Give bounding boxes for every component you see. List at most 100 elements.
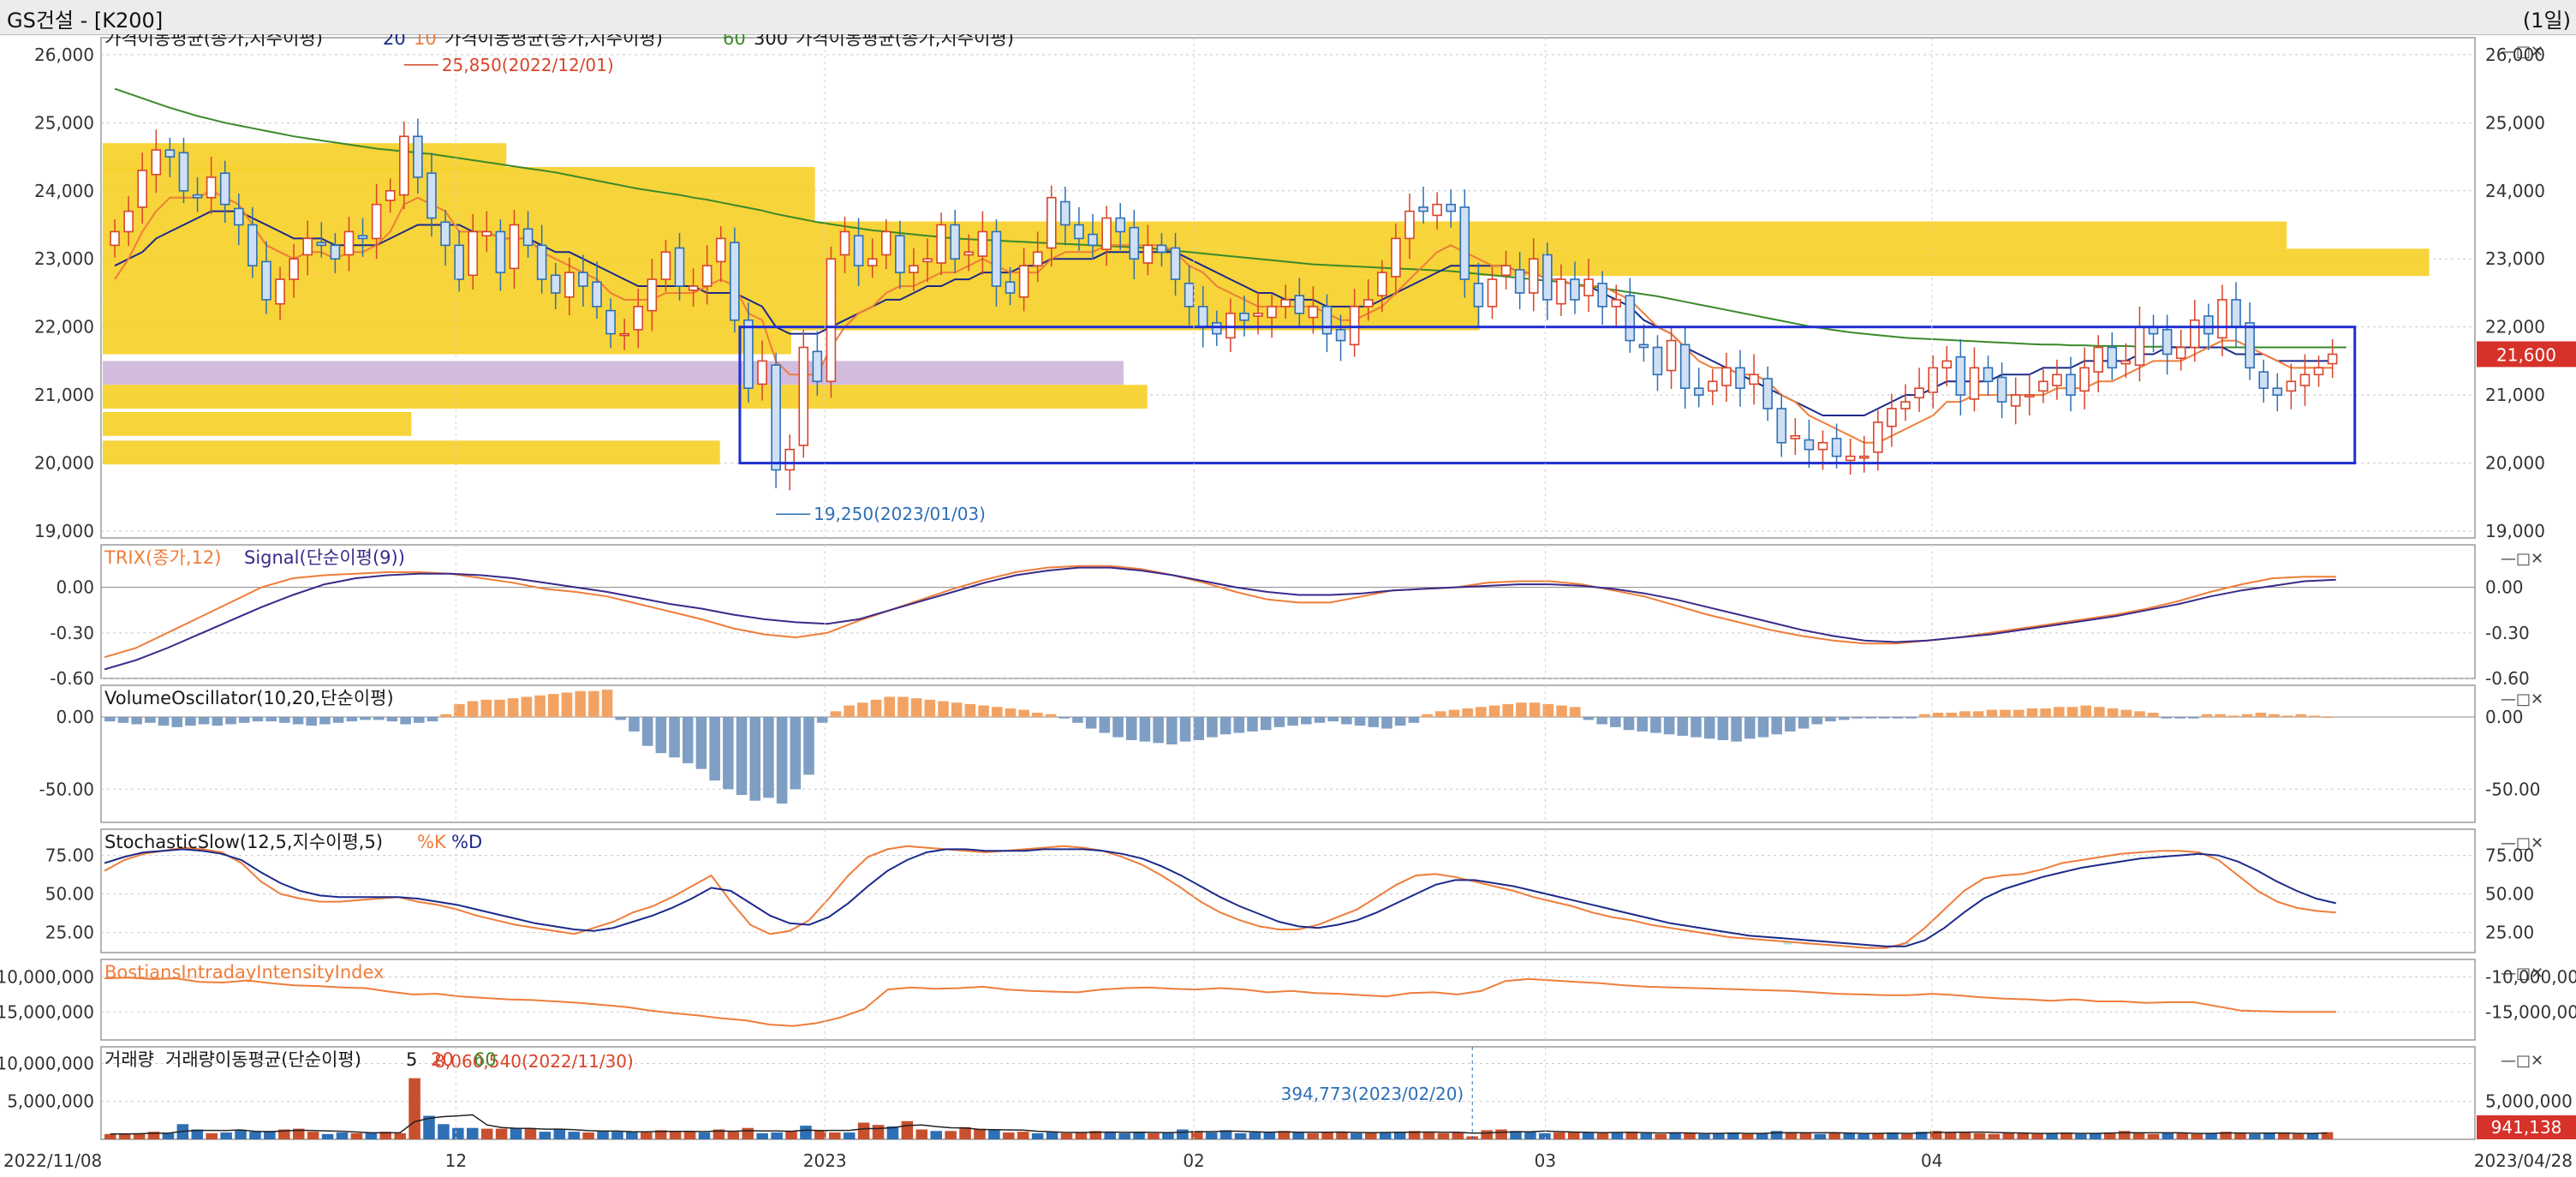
vo-bar	[1757, 717, 1769, 738]
volume-bar	[1205, 1132, 1218, 1139]
vo-bar	[306, 717, 318, 726]
candle-body	[1184, 283, 1195, 308]
volume-bar	[1133, 1132, 1145, 1139]
volume-bar	[1249, 1132, 1261, 1139]
candle-body	[247, 224, 258, 266]
vo-bar	[1488, 705, 1500, 718]
volume-osc-pane: -50.00 -50.00 0.00 0.00 VolumeOscillator(10,…	[39, 688, 2540, 804]
vo-bar	[440, 714, 451, 718]
candle-body	[2010, 394, 2021, 407]
candle-body	[1969, 367, 1980, 400]
candle-body	[2093, 346, 2103, 373]
volume-bar	[1003, 1132, 1015, 1139]
legend-entry: 거래량이동평균(단순이평)	[165, 1049, 361, 1070]
vo-bar	[1663, 717, 1675, 735]
candle-body	[1321, 306, 1333, 335]
vo-bar	[1139, 717, 1151, 742]
volume-bar	[350, 1132, 363, 1139]
candle-body	[1749, 373, 1759, 385]
volume-bar	[2234, 1132, 2246, 1139]
vo-bar	[2000, 709, 2011, 718]
vo-bar	[2147, 713, 2159, 718]
volume-bar	[1104, 1132, 1117, 1139]
candle-body	[784, 448, 795, 471]
volume-bar	[814, 1130, 826, 1139]
candle-body	[1941, 360, 1953, 369]
vo-bar	[1273, 717, 1285, 727]
candle-body	[1900, 401, 1911, 409]
volume-bar	[408, 1078, 420, 1139]
vo-bar	[1462, 708, 1473, 718]
volume-bar	[1481, 1130, 1493, 1139]
volume-bar	[1524, 1132, 1536, 1139]
vo-bar	[964, 703, 976, 718]
stoch-tick-label: 25.00	[45, 923, 94, 943]
volume-bar	[2162, 1132, 2174, 1139]
stock-chart[interactable]: —□✕ —□✕ —□✕ —□✕ —□✕ —□✕ 19,000 19,000 20,000 20,0…	[0, 34, 2576, 1177]
volume-bar	[669, 1131, 682, 1139]
volume-bar	[1351, 1132, 1363, 1139]
stochastic-pane: 25.00 25.00 50.00 50.00 75.00 75.00 Stochastic…	[45, 832, 2534, 949]
vo-bar	[1569, 707, 1581, 718]
volume-bar	[438, 1124, 450, 1139]
bostian-pane: -10,000,000 -10,000,000 -15,000,000 -15,000…	[0, 962, 2576, 1027]
vo-bar	[790, 717, 802, 790]
price-tick-label: 24,000	[2485, 181, 2545, 201]
vo-bar	[910, 698, 922, 718]
vo-bar	[2322, 717, 2334, 719]
candle-body	[2134, 326, 2145, 366]
legend-entry: BostiansIntradayIntensityIndex	[104, 962, 384, 983]
vo-bar	[1785, 717, 1796, 732]
vo-bar	[480, 699, 492, 718]
candle-body	[1046, 196, 1057, 249]
candle-body	[1542, 254, 1553, 301]
volume-bar	[2060, 1132, 2072, 1139]
volume-bar	[2176, 1132, 2189, 1139]
vo-bar	[1852, 717, 1863, 719]
vo-bar	[1434, 711, 1446, 718]
volume-bar	[901, 1120, 914, 1139]
vo-bar	[1408, 717, 1420, 723]
vo-bar	[426, 717, 438, 722]
volume-bar	[379, 1132, 392, 1139]
vo-bar	[198, 717, 210, 725]
candle-body	[1349, 306, 1360, 346]
volume-bar	[988, 1130, 1000, 1139]
volume-bar	[2132, 1132, 2145, 1139]
volume-bar	[1916, 1132, 1928, 1139]
candle-body	[1693, 387, 1704, 396]
volume-pane: 5,000,000 5,000,000 10,000,000 8,060,540(20…	[0, 1047, 2576, 1139]
vo-bar	[1677, 717, 1689, 736]
candle-body	[481, 230, 492, 237]
vo-bar	[319, 717, 331, 725]
volume-bar	[162, 1132, 175, 1139]
volume-bar	[1379, 1132, 1392, 1139]
volume-bar	[742, 1127, 754, 1139]
pane-frame-3	[100, 828, 2476, 953]
volume-bar	[1060, 1132, 1073, 1139]
price-zone-bar	[103, 385, 1148, 409]
candle-body	[164, 149, 176, 158]
vo-bar	[292, 717, 304, 725]
vo-bar	[2012, 709, 2024, 718]
vo-bar	[709, 717, 720, 781]
oversold-shade	[1783, 941, 1792, 945]
signal-line	[104, 566, 2336, 671]
candle-body	[1418, 206, 1428, 212]
candle-body	[592, 281, 602, 308]
candle-body	[2217, 299, 2227, 339]
last-price-label: 21,600	[2496, 344, 2556, 365]
candle-body	[1528, 258, 1539, 294]
candle-body	[1088, 233, 1098, 247]
candle-body	[2286, 380, 2297, 392]
vo-bar	[1825, 717, 1836, 722]
candle-body	[2107, 346, 2118, 369]
vo-bar	[1610, 717, 1621, 727]
volume-bar	[683, 1132, 696, 1139]
pane-controls-icon: —□✕	[2501, 550, 2543, 568]
volume-bar	[1191, 1131, 1203, 1139]
volume-bar	[264, 1131, 276, 1139]
volume-bar	[191, 1129, 204, 1139]
volume-bar	[1177, 1129, 1189, 1139]
volume-bar	[423, 1115, 435, 1139]
